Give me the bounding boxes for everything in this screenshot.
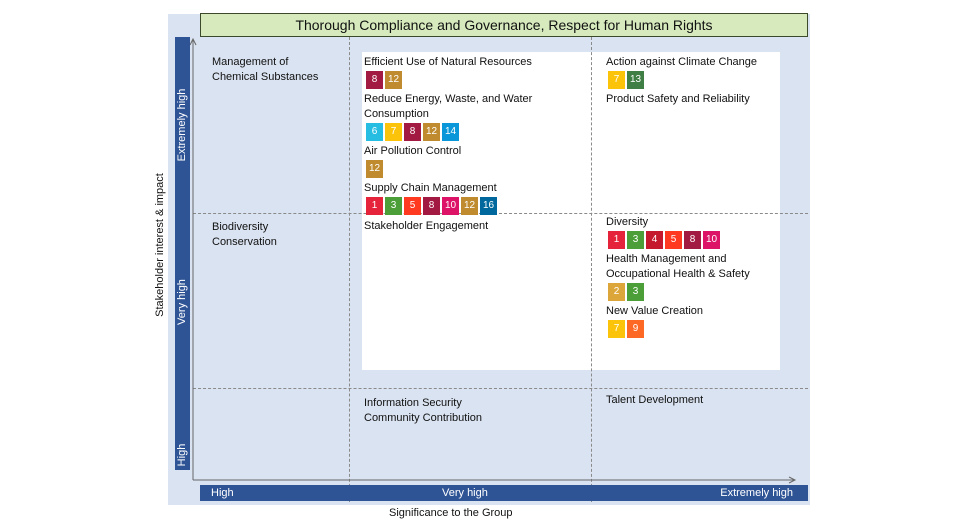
sdg-goal-badge: 13 <box>627 71 644 89</box>
sdg-goal-badge: 9 <box>627 320 644 338</box>
sdg-goal-badge: 16 <box>480 197 497 215</box>
materiality-item: Air Pollution Control <box>364 145 462 157</box>
matrix-title: Thorough Compliance and Governance, Resp… <box>200 13 808 37</box>
sdg-goals: 7 13 <box>608 71 776 89</box>
column-divider <box>349 37 350 502</box>
materiality-item: Talent Development <box>606 394 704 406</box>
sdg-goal-badge: 12 <box>366 160 383 178</box>
sdg-goals: 1 3 4 5 8 10 <box>608 231 776 249</box>
sdg-goal-badge: 14 <box>442 123 459 141</box>
materiality-item: Diversity <box>606 216 649 228</box>
sdg-goal-badge: 8 <box>404 123 421 141</box>
cell-very-high-high: Biodiversity Conservation <box>212 220 322 250</box>
y-axis-title: Stakeholder interest & impact <box>154 173 166 317</box>
sdg-goal-badge: 12 <box>461 197 478 215</box>
x-level-high: High <box>211 487 234 499</box>
sdg-goal-badge: 1 <box>608 231 625 249</box>
row-divider <box>193 388 808 389</box>
sdg-goal-badge: 1 <box>366 197 383 215</box>
cell-high-extremely-high: Talent Development <box>606 393 776 408</box>
x-level-extremely-high: Extremely high <box>720 487 793 499</box>
sdg-goal-badge: 10 <box>442 197 459 215</box>
sdg-goal-badge: 12 <box>423 123 440 141</box>
materiality-item: Community Contribution <box>364 412 482 424</box>
sdg-goal-badge: 4 <box>646 231 663 249</box>
cell-extremely-high-high: Management of Chemical Substances <box>212 55 322 85</box>
cell-extremely-high-extremely-high: Action against Climate Change 7 13 Product … <box>606 55 776 107</box>
materiality-item: Stakeholder Engagement <box>364 220 489 232</box>
row-divider <box>193 213 808 214</box>
sdg-goal-badge: 7 <box>608 320 625 338</box>
sdg-goal-badge: 10 <box>703 231 720 249</box>
column-divider <box>591 37 592 502</box>
cell-very-high-extremely-high: Diversity 1 3 4 5 8 10 Health Management and Oc… <box>606 215 776 341</box>
sdg-goal-badge: 2 <box>608 283 625 301</box>
cell-very-high-very-high: Stakeholder Engagement <box>364 219 584 234</box>
sdg-goal-badge: 5 <box>404 197 421 215</box>
sdg-goal-badge: 7 <box>385 123 402 141</box>
sdg-goals: 8 12 <box>366 71 584 89</box>
sdg-goals: 6 7 8 12 14 <box>366 123 584 141</box>
sdg-goal-badge: 8 <box>423 197 440 215</box>
sdg-goal-badge: 3 <box>385 197 402 215</box>
cell-high-very-high: Information Security Community Contributi… <box>364 396 584 426</box>
materiality-item: Reduce Energy, Waste, and Water Consumpt… <box>364 93 533 120</box>
y-level-high: High <box>176 443 188 467</box>
y-level-extremely-high: Extremely high <box>176 88 188 162</box>
sdg-goal-badge: 5 <box>665 231 682 249</box>
sdg-goals: 12 <box>366 160 584 178</box>
sdg-goal-badge: 3 <box>627 283 644 301</box>
y-level-bar <box>175 37 190 470</box>
materiality-item: Information Security <box>364 397 462 409</box>
x-axis-title: Significance to the Group <box>389 507 513 519</box>
sdg-goal-badge: 8 <box>366 71 383 89</box>
materiality-item: Supply Chain Management <box>364 182 497 194</box>
cell-extremely-high-very-high: Efficient Use of Natural Resources 8 12 Red… <box>364 55 584 218</box>
sdg-goal-badge: 7 <box>608 71 625 89</box>
materiality-item: Efficient Use of Natural Resources <box>364 56 532 68</box>
x-level-bar <box>200 485 808 501</box>
sdg-goal-badge: 12 <box>385 71 402 89</box>
sdg-goal-badge: 8 <box>684 231 701 249</box>
materiality-item: New Value Creation <box>606 305 704 317</box>
y-level-very-high: Very high <box>176 279 188 325</box>
materiality-item: Product Safety and Reliability <box>606 93 750 105</box>
sdg-goal-badge: 3 <box>627 231 644 249</box>
sdg-goal-badge: 6 <box>366 123 383 141</box>
sdg-goals: 1 3 5 8 10 12 16 <box>366 197 584 215</box>
materiality-item: Health Management and Occupational Healt… <box>606 253 750 280</box>
materiality-item: Biodiversity Conservation <box>212 221 277 248</box>
materiality-item: Action against Climate Change <box>606 56 758 68</box>
x-level-very-high: Very high <box>442 487 488 499</box>
materiality-item: Management of Chemical Substances <box>212 56 319 83</box>
